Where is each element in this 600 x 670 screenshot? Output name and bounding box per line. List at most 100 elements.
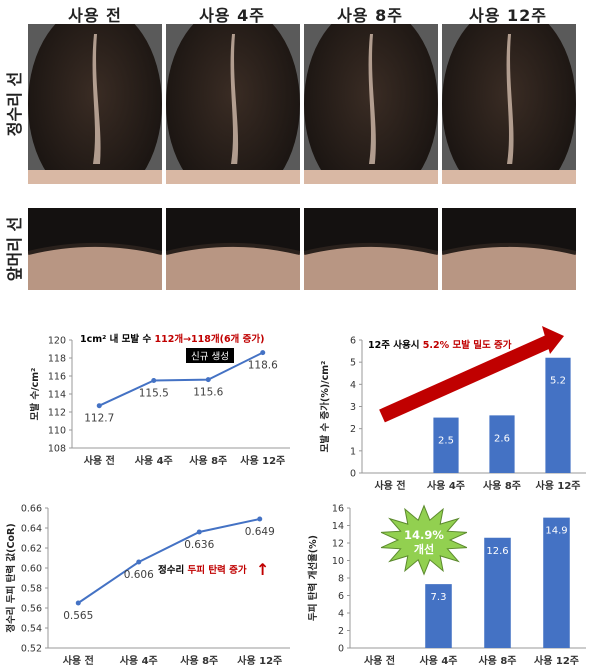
hairline-edge [442, 242, 576, 256]
chart-scalp-elasticity-svg: 0.52 0.54 0.56 0.58 0.60 0.62 0.64 0.66 사용 전 사용 4… [5, 504, 290, 667]
starburst-value: 14.9% [404, 528, 444, 542]
data-point [196, 529, 202, 535]
chart-hair-count: 108 110 112 114 116 118 120 사용 전 사용 4주 사용 8주 사용 12… [0, 318, 298, 494]
scalp-part-line [92, 34, 101, 164]
y-tick-label: 2 [338, 626, 344, 637]
series-line [77, 518, 260, 604]
x-tick-label: 사용 4주 [419, 654, 457, 667]
scalp-part-line [230, 34, 239, 164]
y-axis-label: 정수리 두피 탄력 값(CoR) [5, 523, 17, 632]
x-tick-label: 사용 8주 [189, 454, 227, 467]
data-point [136, 559, 142, 565]
data-label: 2.6 [494, 433, 510, 444]
data-point [260, 350, 266, 356]
y-tick-label: 108 [48, 444, 66, 455]
data-label: 0.565 [63, 610, 93, 622]
forehead [442, 170, 576, 184]
y-tick-label: 2 [350, 424, 356, 435]
y-axis-label: 모발 수/cm² [29, 368, 41, 421]
y-tick-label: 110 [48, 426, 66, 437]
photo-hairline-week8 [304, 208, 438, 290]
x-tick-label: 사용 전 [364, 654, 395, 667]
x-tick-label: 사용 12주 [237, 654, 282, 667]
y-tick-label: 116 [48, 372, 66, 383]
bar [545, 357, 571, 473]
trend-arrow-head [542, 326, 564, 354]
data-label: 2.5 [438, 436, 454, 447]
x-tick-label: 사용 12주 [536, 479, 581, 492]
y-tick-label: 12 [332, 539, 344, 550]
data-label: 0.649 [245, 526, 275, 538]
trend-arrow-shaft [379, 333, 555, 423]
data-label: 7.3 [431, 592, 447, 603]
annotation-red: 5.2% 모발 밀도 증가 [423, 339, 512, 351]
data-point [75, 600, 81, 606]
column-header-before: 사용 전 [68, 6, 122, 25]
photo-hairline-before [28, 208, 162, 290]
photo-crown-week4 [166, 24, 300, 184]
y-tick-label: 120 [48, 336, 66, 347]
scalp-part-line [368, 34, 376, 164]
annotation-red: 두피 탄력 증가 [188, 564, 247, 576]
y-tick-label: 6 [350, 336, 356, 347]
data-label: 5.2 [550, 376, 566, 387]
data-label: 118.6 [248, 360, 278, 372]
chart-elasticity-improvement: 0 2 4 6 8 10 12 14 16 사용 전 사용 4주 사용 8주 사용 12주 두피 탄력 개… [302, 498, 600, 670]
chart-hair-count-svg: 108 110 112 114 116 118 120 사용 전 사용 4주 사용 8주 사용 12… [29, 333, 290, 467]
forehead [166, 170, 300, 184]
x-tick-label: 사용 전 [374, 479, 405, 492]
scalp-part-line [506, 34, 514, 164]
y-tick-label: 6 [338, 591, 344, 602]
forehead [304, 170, 438, 184]
x-tick-label: 사용 전 [63, 654, 94, 667]
hairline-edge [28, 242, 162, 256]
y-tick-label: 4 [338, 609, 344, 620]
y-tick-label: 0.66 [21, 504, 42, 515]
y-tick-label: 118 [48, 354, 66, 365]
annotation-black: 1cm² 내 모발 수 [80, 333, 155, 345]
y-tick-label: 16 [332, 504, 344, 515]
x-tick-label: 사용 8주 [478, 654, 516, 667]
y-tick-label: 4 [350, 380, 356, 391]
badge-new-growth: 신규 생성 [191, 352, 229, 363]
column-header-week12: 사용 12주 [469, 6, 547, 25]
photo-crown-week8 [304, 24, 438, 184]
column-header-week8: 사용 8주 [337, 6, 403, 25]
y-tick-label: 112 [48, 408, 66, 419]
annotation-red: 112개→118개(6개 증가) [155, 333, 265, 345]
y-tick-label: 0.52 [21, 644, 42, 655]
forehead [166, 244, 300, 290]
y-tick-label: 114 [48, 390, 66, 401]
chart-annotation: 정수리 두피 탄력 증가 [158, 564, 247, 576]
data-label: 115.6 [193, 387, 223, 399]
data-label: 0.636 [184, 539, 214, 551]
y-tick-label: 0.60 [21, 564, 42, 575]
chart-annotation: 1cm² 내 모발 수 112개→118개(6개 증가) [80, 333, 264, 345]
x-tick-label: 사용 12주 [534, 654, 579, 667]
bar [489, 415, 515, 473]
hairline-edge [304, 242, 438, 256]
y-tick-label: 8 [338, 574, 344, 585]
forehead [28, 170, 162, 184]
data-point [257, 516, 263, 522]
photo-hairline-week12 [442, 208, 576, 290]
hairline-edge [166, 242, 300, 256]
chart-annotation: 12주 사용시 5.2% 모발 밀도 증가 [368, 339, 512, 351]
data-point [96, 403, 102, 409]
forehead [28, 244, 162, 290]
x-tick-label: 사용 12주 [240, 454, 285, 467]
y-tick-label: 14 [332, 521, 344, 532]
x-tick-label: 사용 8주 [483, 479, 521, 492]
data-point [205, 377, 211, 383]
data-label: 115.5 [139, 388, 169, 400]
bar [484, 537, 511, 648]
data-label: 12.6 [486, 546, 508, 557]
chart-hair-density-increase: 0 1 2 3 4 5 6 사용 전 사용 4주 사용 8주 사용 12주 모발 수 증가(%)/cm… [302, 318, 600, 494]
annotation-black: 정수리 [158, 564, 188, 576]
data-label: 0.606 [124, 569, 154, 581]
chart-scalp-elasticity: 0.52 0.54 0.56 0.58 0.60 0.62 0.64 0.66 사용 전 사용 4… [0, 498, 298, 670]
x-tick-label: 사용 전 [84, 454, 115, 467]
forehead [442, 244, 576, 290]
y-tick-label: 0.62 [21, 544, 42, 555]
y-tick-label: 0 [338, 644, 344, 655]
